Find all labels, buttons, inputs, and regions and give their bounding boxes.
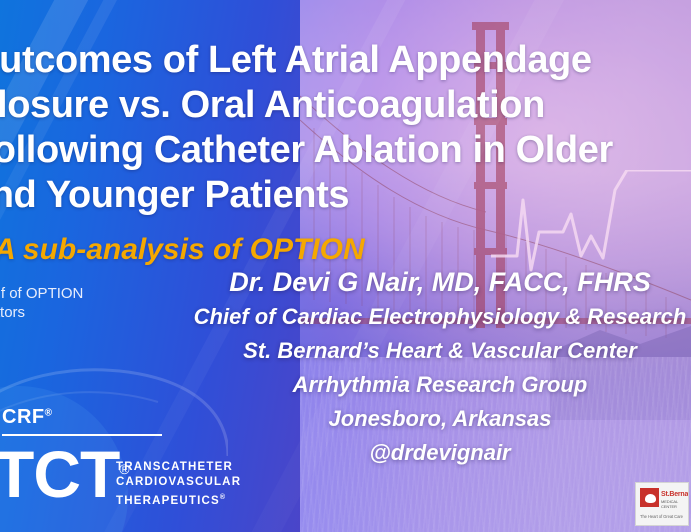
bay-water-texture bbox=[300, 357, 691, 532]
presenter-institution: St. Bernard’s Heart & Vascular Center bbox=[243, 338, 637, 363]
logo-swoosh-decoration bbox=[0, 368, 228, 532]
slide-subtitle: A sub-analysis of OPTION bbox=[0, 233, 365, 266]
title-line-2: Closure vs. Oral Anticoagulation bbox=[0, 84, 545, 126]
tct-expanded-name: TRANSCATHETER CARDIOVASCULAR THERAPEUTIC… bbox=[116, 460, 241, 509]
presenter-social-handle: @drdevignair bbox=[369, 440, 511, 465]
partner-logo-subtitle: MEDICAL CENTER bbox=[661, 499, 678, 509]
title-line-1: Outcomes of Left Atrial Appendage bbox=[0, 39, 592, 81]
credit-line-1: On behalf of OPTION bbox=[0, 285, 84, 302]
tct-words-registered-mark: ® bbox=[219, 494, 227, 501]
presenter-role: Chief of Cardiac Electrophysiology & Res… bbox=[193, 304, 687, 329]
presenter-block: Dr. Devi G Nair, MD, FACC, FHRS Chief of… bbox=[120, 264, 691, 470]
tct-acronym: TCT® bbox=[0, 436, 130, 507]
presenter-group: Arrhythmia Research Group bbox=[292, 372, 588, 397]
on-behalf-credit: On behalf of OPTION Investigators bbox=[0, 284, 83, 322]
ecg-waveform-icon bbox=[491, 170, 691, 272]
title-line-3: Following Catheter Ablation in Older bbox=[0, 129, 613, 171]
partner-logo-tagline: The Heart of Great Care bbox=[640, 514, 683, 519]
logo-divider-rule bbox=[2, 434, 162, 436]
tct-logo: CRF® TCT® TRANSCATHETER CARDIOVASCULAR T… bbox=[0, 368, 268, 532]
tct-registered-mark: ® bbox=[119, 461, 129, 477]
presenter-name: Dr. Devi G Nair, MD, FACC, FHRS bbox=[229, 267, 651, 297]
slide-title: Outcomes of Left Atrial Appendage Closur… bbox=[0, 38, 691, 218]
partner-logo: St.Bernards MEDICAL CENTER The Heart of … bbox=[635, 482, 689, 526]
crf-wordmark: CRF® bbox=[2, 406, 52, 429]
presenter-city: Jonesboro, Arkansas bbox=[328, 406, 552, 431]
tct-word-line-3-text: THERAPEUTICS bbox=[116, 494, 220, 507]
crf-registered-mark: ® bbox=[44, 407, 53, 419]
title-line-4: and Younger Patients bbox=[0, 174, 350, 216]
tct-word-line-2: CARDIOVASCULAR bbox=[116, 476, 242, 488]
partner-logo-name: St.Bernards bbox=[661, 491, 689, 498]
crf-text: CRF bbox=[2, 406, 45, 428]
tct-word-line-1: TRANSCATHETER bbox=[116, 461, 233, 473]
partner-logo-mark-icon bbox=[640, 488, 659, 507]
tct-word-line-3: THERAPEUTICS® bbox=[116, 490, 241, 509]
tct-acronym-text: TCT bbox=[0, 437, 120, 511]
credit-line-2: Investigators bbox=[0, 304, 26, 321]
